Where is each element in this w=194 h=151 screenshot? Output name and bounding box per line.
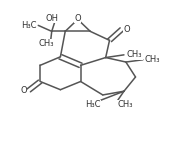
Text: CH₃: CH₃ (38, 39, 54, 48)
Text: CH₃: CH₃ (145, 55, 160, 64)
Text: O: O (124, 25, 130, 34)
Text: CH₃: CH₃ (127, 50, 142, 59)
Text: OH: OH (45, 14, 58, 23)
Text: O: O (21, 86, 27, 95)
Text: H₃C: H₃C (21, 21, 36, 30)
Text: CH₃: CH₃ (118, 100, 133, 109)
Text: H₃C: H₃C (85, 100, 101, 109)
Text: O: O (74, 14, 81, 23)
